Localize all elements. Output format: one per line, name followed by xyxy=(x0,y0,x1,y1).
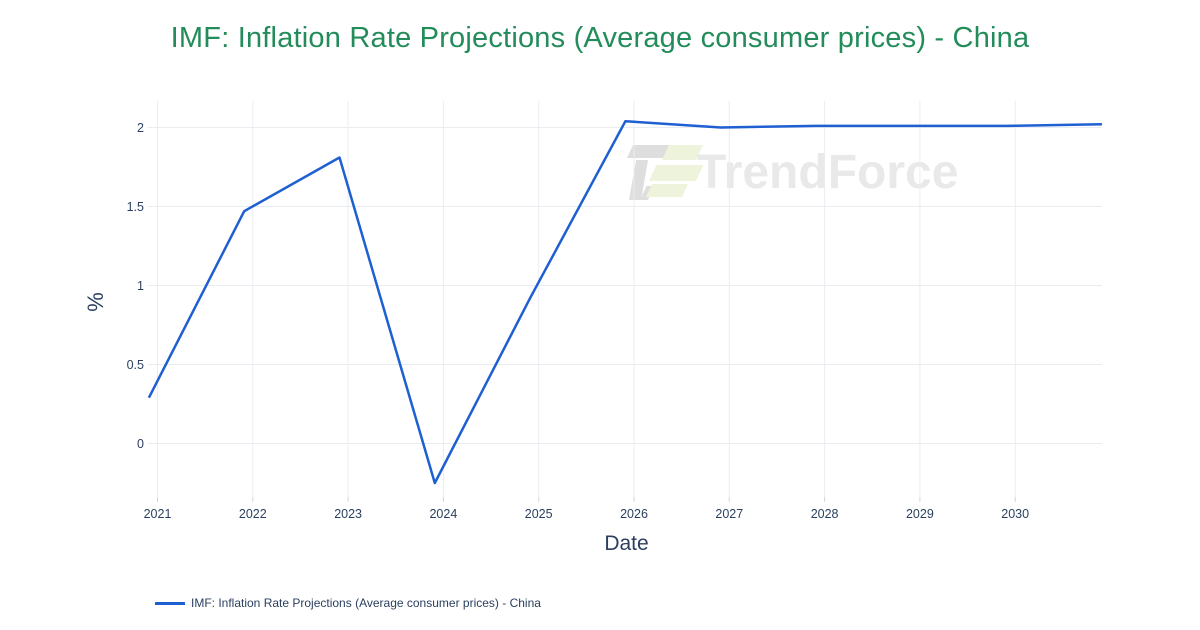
x-tick-label: 2030 xyxy=(1001,507,1030,521)
x-tick-label: 2028 xyxy=(810,507,839,521)
y-tick-label: 1.5 xyxy=(126,199,144,214)
x-tick-label: 2027 xyxy=(715,507,744,521)
x-tick-label: 2026 xyxy=(620,507,648,521)
x-tick-label: 2029 xyxy=(905,507,934,521)
x-tick-label: 2023 xyxy=(334,507,362,521)
chart-title: IMF: Inflation Rate Projections (Average… xyxy=(170,22,1030,54)
series-line-china-inflation xyxy=(147,119,1102,485)
legend-label: IMF: Inflation Rate Projections (Average… xyxy=(191,596,541,610)
x-axis-title: Date xyxy=(604,532,649,555)
watermark-wordmark: TrendForce xyxy=(697,146,959,199)
y-tick-label: 0.5 xyxy=(126,357,144,372)
x-tick-label: 2025 xyxy=(524,507,553,521)
legend-item[interactable]: IMF: Inflation Rate Projections (Average… xyxy=(155,596,541,610)
x-tick-label: 2022 xyxy=(238,507,267,521)
x-tick-label: 2024 xyxy=(429,507,458,521)
legend-line-swatch xyxy=(155,601,185,605)
y-tick-label: 2 xyxy=(137,120,144,135)
y-tick-label: 1 xyxy=(137,278,144,293)
x-tick-label: 2021 xyxy=(143,507,172,521)
y-tick-label: 0 xyxy=(137,436,144,451)
